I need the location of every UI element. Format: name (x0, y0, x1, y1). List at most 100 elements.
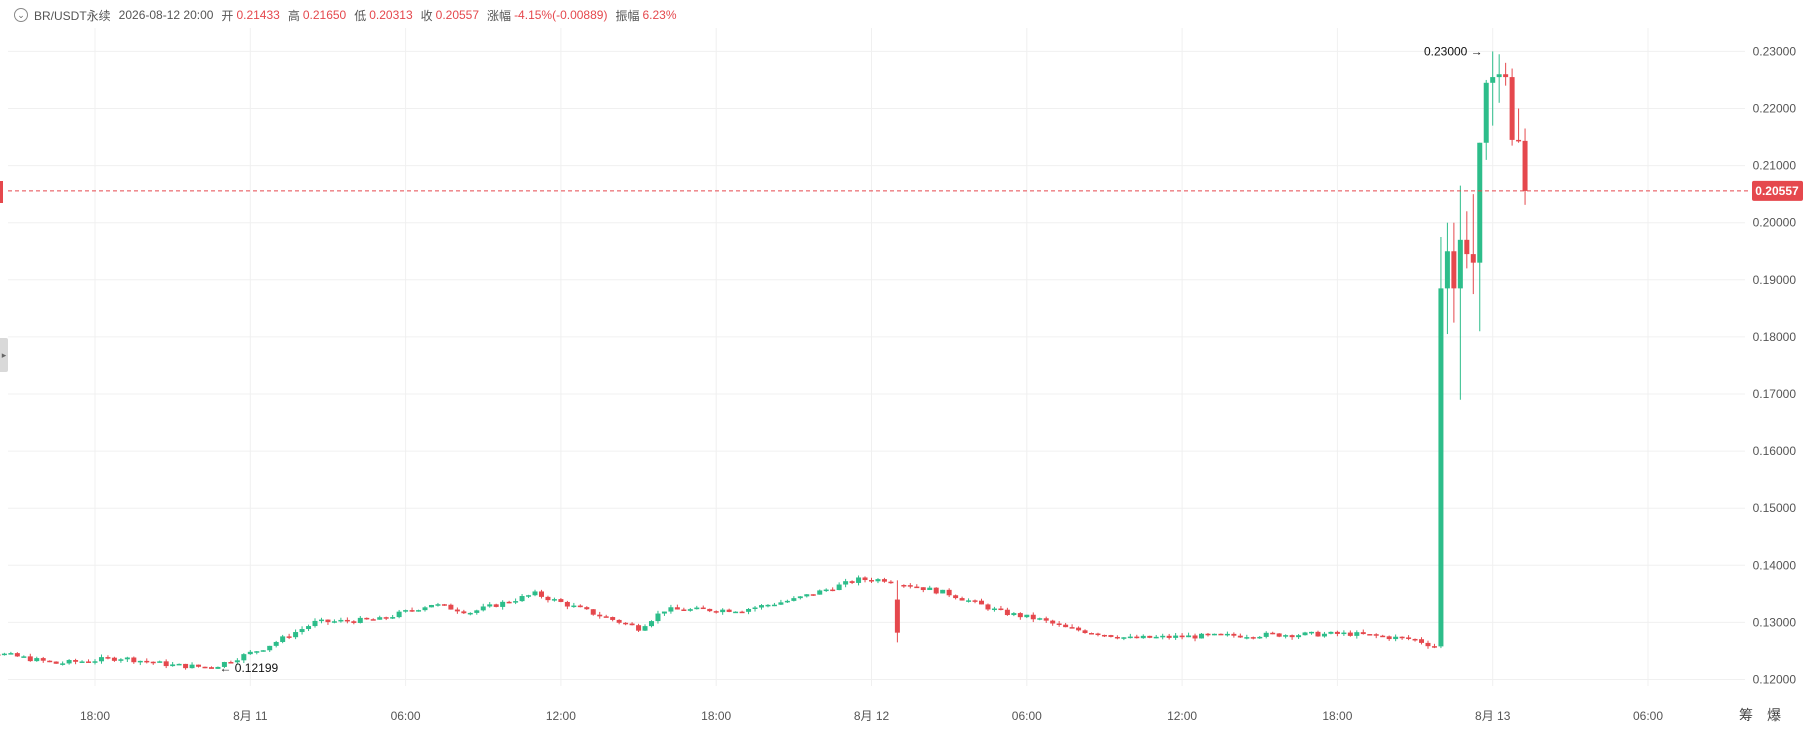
candle-body (532, 591, 538, 596)
y-tick-label: 0.15000 (1753, 501, 1797, 515)
candle-body (60, 663, 66, 665)
candle-body (804, 594, 810, 597)
candle-body (267, 645, 273, 651)
candle-body (306, 626, 312, 630)
candle-body (40, 658, 46, 661)
candle-body (1296, 635, 1302, 638)
candle-body (124, 657, 130, 660)
y-tick-label: 0.20000 (1753, 216, 1797, 230)
candle-body (739, 611, 745, 614)
candle-body (1451, 251, 1457, 289)
candle-body (1153, 636, 1159, 639)
y-tick-label: 0.12000 (1753, 673, 1797, 687)
candle-body (1257, 636, 1263, 639)
candle-body (137, 660, 143, 663)
candle-body (590, 609, 596, 615)
candle-body (726, 609, 732, 612)
candle-body (254, 651, 260, 653)
candle-body (461, 611, 467, 614)
candle-body (888, 581, 894, 584)
candle-body (105, 657, 111, 659)
candle-body (810, 594, 816, 596)
x-tick-label: 06:00 (1012, 709, 1042, 723)
candle-body (383, 617, 389, 619)
candle-body (403, 610, 409, 612)
candle-body (1037, 618, 1043, 620)
candle-body (1289, 635, 1295, 638)
candle-body (448, 604, 454, 610)
candle-body (170, 664, 176, 667)
candle-body (435, 604, 441, 606)
candle-body (1412, 638, 1418, 641)
candle-body (163, 661, 169, 667)
candle-body (1166, 635, 1172, 638)
candle-body (1367, 634, 1373, 636)
candle-body (441, 604, 447, 606)
candle-body (1244, 637, 1250, 639)
candle-body (920, 587, 926, 591)
candle-body (1419, 639, 1425, 643)
candle-body (914, 586, 920, 589)
candle-body (111, 657, 117, 661)
candle-body (707, 608, 713, 612)
symbol-name[interactable]: BR/USDT永续 (34, 8, 111, 23)
candle-body (215, 666, 221, 669)
candle-body (1004, 609, 1010, 616)
candle-body (176, 663, 182, 666)
candle-body (208, 667, 214, 669)
y-tick-label: 0.18000 (1753, 330, 1797, 344)
candle-body (1490, 77, 1496, 83)
candle-body (234, 660, 240, 663)
candle-body (733, 611, 739, 614)
y-tick-label: 0.21000 (1753, 159, 1797, 173)
candle-body (157, 661, 163, 663)
candle-body (228, 662, 234, 664)
side-panel-handle[interactable]: ▸ (0, 338, 8, 372)
candle-body (629, 623, 635, 626)
chip-tool-label[interactable]: 筹 (1739, 707, 1767, 723)
candle-body (1354, 632, 1360, 636)
candle-body (1386, 636, 1392, 640)
candle-body (687, 609, 693, 611)
candle-body (493, 604, 499, 607)
candle-body (1321, 633, 1327, 637)
liquidation-tool-label[interactable]: 爆 (1767, 707, 1795, 723)
candle-body (1211, 633, 1217, 636)
candle-body (713, 611, 719, 613)
collapse-toggle-icon[interactable]: ⌄ (14, 8, 28, 22)
x-tick-label: 06:00 (391, 709, 421, 723)
candle-body (1464, 239, 1470, 255)
candle-body (1328, 631, 1334, 634)
candle-body (881, 579, 887, 582)
candle-body (1224, 633, 1230, 636)
candle-body (1250, 637, 1256, 639)
candle-body (1276, 633, 1282, 637)
candle-body (189, 664, 195, 669)
candle-body (746, 608, 752, 612)
x-tick-label: 18:00 (701, 709, 731, 723)
x-tick-label: 12:00 (1167, 709, 1197, 723)
candle-body (1470, 254, 1476, 263)
candle-body (1069, 627, 1075, 629)
candle-body (985, 604, 991, 610)
candle-body (1263, 632, 1269, 637)
candle-body (564, 601, 570, 607)
amplitude-label: 振幅 (615, 8, 640, 23)
candle-body (1360, 632, 1366, 635)
candle-body (131, 657, 137, 663)
candle-body (623, 622, 629, 625)
candle-body (1218, 633, 1224, 636)
candle-body (1082, 630, 1088, 634)
candle-body (545, 596, 551, 601)
candle-body (674, 607, 680, 610)
candle-body (1380, 635, 1386, 638)
high-value: 0.21650 (302, 8, 347, 22)
candle-body (823, 589, 829, 592)
candle-body (661, 611, 667, 614)
candle-body (1477, 142, 1483, 263)
candle-body (998, 608, 1004, 611)
candle-body (771, 604, 777, 607)
candle-body (98, 657, 104, 662)
candle-body (293, 632, 299, 638)
